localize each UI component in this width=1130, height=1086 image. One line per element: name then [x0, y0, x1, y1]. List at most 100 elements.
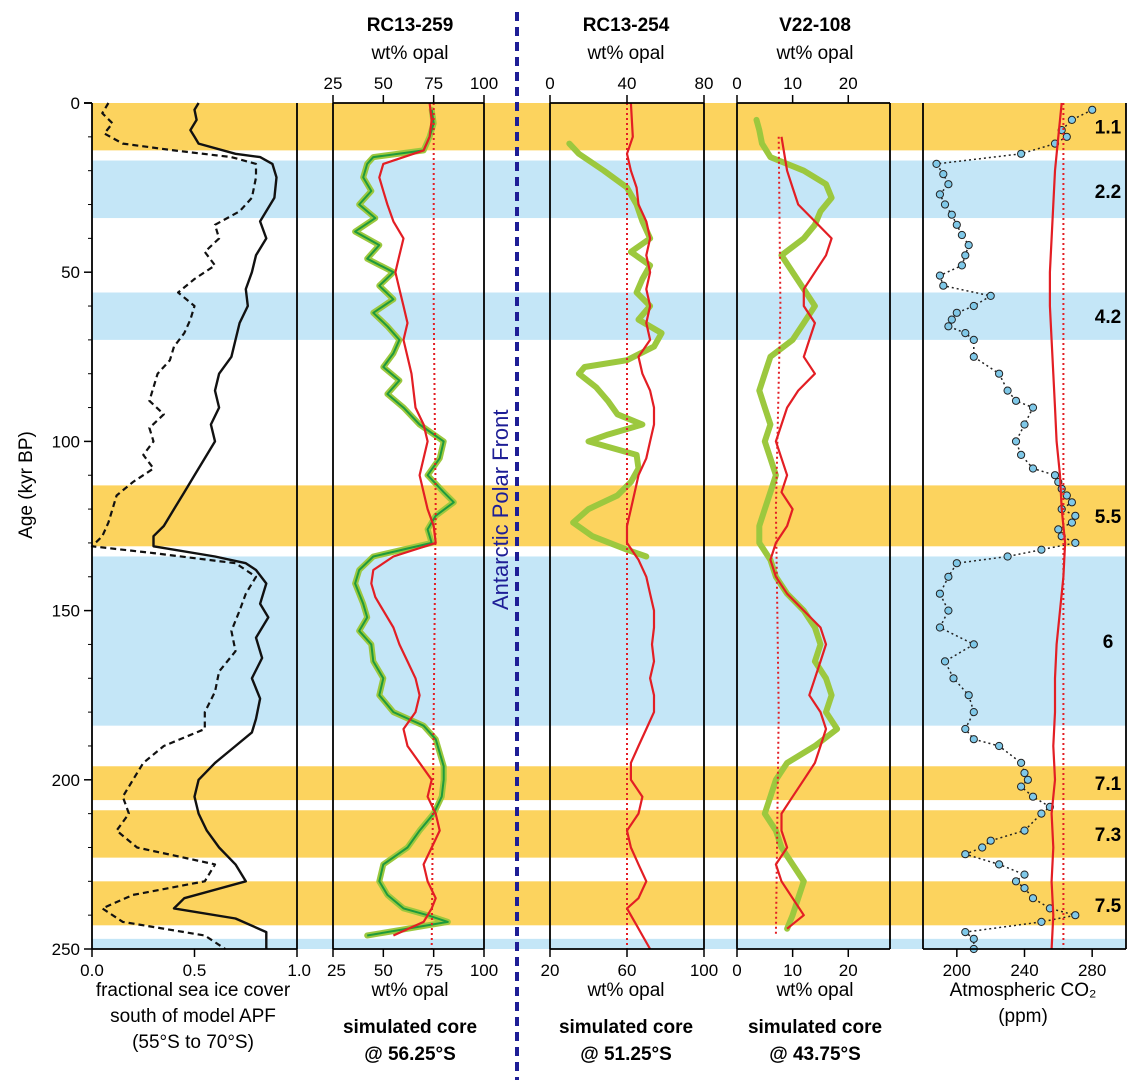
co2-point-30: [1029, 404, 1036, 411]
co2-point-78: [1072, 912, 1079, 919]
rc13-254-bottom-tick-label-100: 100: [690, 961, 718, 980]
co2-point-65: [1029, 793, 1036, 800]
seaice-xlabel-3: (55°S to 70°S): [132, 1032, 254, 1053]
co2-point-73: [1021, 871, 1028, 878]
y-tick-label-150: 150: [52, 602, 80, 621]
v22-108-top-tick-label-10: 10: [783, 74, 802, 93]
co2-point-32: [1012, 438, 1019, 445]
co2-bottom-tick-label-240: 240: [1010, 961, 1038, 980]
co2-bottom-tick-label-280: 280: [1078, 961, 1106, 980]
co2-point-25: [970, 336, 977, 343]
seaice-bottom-tick-label-0.0: 0.0: [80, 961, 104, 980]
rc13-259-sim-label-1: simulated core: [343, 1017, 477, 1038]
co2-point-7: [940, 171, 947, 178]
y-tick-label-250: 250: [52, 940, 80, 959]
co2-point-81: [970, 935, 977, 942]
co2-point-54: [941, 658, 948, 665]
rc13-254-top-tick-label-80: 80: [695, 74, 714, 93]
stage-label-7.5: 7.5: [1095, 896, 1122, 917]
rc13-259-bottom-tick-label-75: 75: [424, 961, 443, 980]
co2-point-18: [940, 282, 947, 289]
co2-point-63: [1024, 776, 1031, 783]
co2-point-50: [936, 590, 943, 597]
rc13-254-top-label: wt% opal: [586, 43, 664, 64]
co2-point-11: [948, 211, 955, 218]
co2-point-34: [1029, 465, 1036, 472]
co2-point-76: [1029, 895, 1036, 902]
co2-point-23: [945, 323, 952, 330]
seaice-xlabel-2: south of model APF: [110, 1006, 276, 1027]
co2-point-74: [1012, 878, 1019, 885]
co2-point-68: [1021, 827, 1028, 834]
v22-108-bottom-tick-label-10: 10: [783, 961, 802, 980]
co2-point-19: [987, 292, 994, 299]
v22-108-sim-label-1: simulated core: [748, 1017, 882, 1038]
co2-point-20: [970, 302, 977, 309]
seaice-bottom-tick-label-0.5: 0.5: [183, 961, 207, 980]
rc13-259-top-tick-label-25: 25: [324, 74, 343, 93]
co2-point-64: [1018, 783, 1025, 790]
co2-point-33: [1018, 451, 1025, 458]
rc13-259-top-tick-label-100: 100: [470, 74, 498, 93]
stage-label-7.1: 7.1: [1095, 774, 1122, 795]
stage-label-1.1: 1.1: [1095, 118, 1122, 139]
co2-point-60: [996, 742, 1003, 749]
stage-label-5.5: 5.5: [1095, 507, 1122, 528]
y-tick-label-50: 50: [61, 263, 80, 282]
co2-xlabel-1: Atmospheric CO₂: [950, 980, 1097, 1001]
co2-point-46: [1038, 546, 1045, 553]
band-7.3: [92, 810, 1126, 857]
co2-point-52: [936, 624, 943, 631]
co2-point-6: [933, 160, 940, 167]
v22-108-top-label: wt% opal: [775, 43, 853, 64]
co2-point-58: [962, 725, 969, 732]
v22-108-sim-label-2: @ 43.75°S: [769, 1044, 861, 1065]
co2-point-59: [970, 736, 977, 743]
co2-point-41: [1072, 512, 1079, 519]
co2-point-13: [958, 231, 965, 238]
co2-point-16: [958, 262, 965, 269]
stage-label-4.2: 4.2: [1095, 307, 1121, 328]
co2-point-53: [970, 641, 977, 648]
co2-point-57: [970, 709, 977, 716]
band-1.1: [92, 103, 1126, 150]
rc13-259-top-label: wt% opal: [370, 43, 448, 64]
y-tick-label-200: 200: [52, 771, 80, 790]
rc13-259-sim-label-2: @ 56.25°S: [364, 1044, 456, 1065]
band-7.1: [92, 766, 1126, 800]
co2-point-15: [962, 252, 969, 259]
band-7.5: [92, 881, 1126, 925]
co2-point-79: [1038, 918, 1045, 925]
y-axis-title: Age (kyr BP): [16, 431, 37, 539]
co2-point-51: [945, 607, 952, 614]
co2-point-67: [1038, 810, 1045, 817]
rc13-259-top-tick-label-50: 50: [374, 74, 393, 93]
y-tick-label-0: 0: [71, 94, 80, 113]
co2-point-72: [996, 861, 1003, 868]
co2-point-62: [1021, 769, 1028, 776]
y-tick-label-100: 100: [52, 432, 80, 451]
v22-108-top-tick-label-20: 20: [839, 74, 858, 93]
co2-point-12: [953, 221, 960, 228]
co2-point-10: [941, 201, 948, 208]
co2-point-42: [1068, 519, 1075, 526]
co2-point-1: [1068, 116, 1075, 123]
rc13-254-xlabel: wt% opal: [586, 980, 664, 1001]
rc13-254-title: RC13-254: [583, 15, 670, 36]
co2-point-27: [996, 370, 1003, 377]
v22-108-title: V22-108: [779, 15, 851, 36]
rc13-259-top-tick-label-75: 75: [424, 74, 443, 93]
co2-point-47: [1004, 553, 1011, 560]
climate-stage-bands: [92, 103, 1126, 949]
rc13-254-top-tick-label-40: 40: [618, 74, 637, 93]
rc13-259-bottom-tick-label-100: 100: [470, 961, 498, 980]
co2-point-35: [1051, 472, 1058, 479]
co2-bottom-tick-label-200: 200: [943, 961, 971, 980]
v22-108-top-tick-label-0: 0: [732, 74, 741, 93]
co2-point-9: [936, 191, 943, 198]
co2-point-55: [950, 675, 957, 682]
co2-point-24: [962, 330, 969, 337]
co2-point-71: [962, 851, 969, 858]
v22-108-bottom-tick-label-20: 20: [839, 961, 858, 980]
